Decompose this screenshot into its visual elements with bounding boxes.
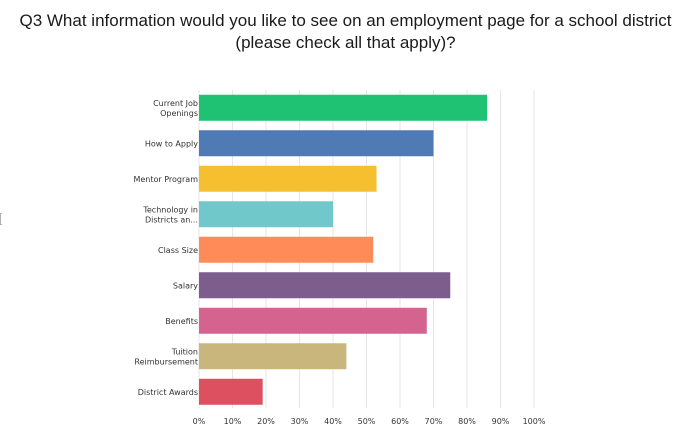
x-tick-label-80: 80% — [458, 417, 476, 426]
category-label-7: Benefits — [165, 317, 198, 326]
x-tick-label-90: 90% — [492, 417, 510, 426]
chart-title: Q3 What information would you like to se… — [0, 10, 691, 54]
category-labels: Current Job Openings How to Apply Mentor Pr… — [133, 99, 198, 397]
bar-2[interactable] — [199, 130, 434, 157]
x-axis-ticks: 0% 10% 20% 30% 40% 50% 60% 70% 80% 90% 100% — [193, 417, 546, 426]
category-label-8: Tuition Reimbursement — [134, 347, 198, 366]
x-tick-label-50: 50% — [358, 417, 376, 426]
bar-6[interactable] — [199, 272, 451, 299]
bar-8[interactable] — [199, 343, 347, 370]
category-label-4: Technology in Districts an... — [142, 205, 198, 224]
bar-7[interactable] — [199, 307, 427, 334]
chart-bars — [199, 94, 488, 405]
x-tick-label-60: 60% — [391, 417, 409, 426]
x-tick-label-100: 100% — [523, 417, 546, 426]
category-label-6: Salary — [173, 281, 198, 290]
category-label-2: How to Apply — [145, 139, 198, 148]
category-label-3: Mentor Program — [133, 175, 198, 184]
bar-1[interactable] — [199, 94, 488, 121]
bar-4[interactable] — [199, 201, 333, 228]
chart-title-line-1: Q3 What information would you like to se… — [19, 11, 672, 30]
bar-5[interactable] — [199, 236, 374, 263]
x-tick-label-40: 40% — [324, 417, 342, 426]
category-label-1: Current Job Openings — [153, 99, 198, 118]
category-label-9: District Awards — [138, 388, 198, 397]
chart-title-line-2: (please check all that apply)? — [235, 33, 456, 52]
x-tick-label-30: 30% — [291, 417, 309, 426]
x-tick-label-20: 20% — [257, 417, 275, 426]
x-tick-label-10: 10% — [224, 417, 242, 426]
bar-3[interactable] — [199, 165, 377, 192]
x-tick-label-70: 70% — [425, 417, 443, 426]
x-tick-label-0: 0% — [193, 417, 206, 426]
edge-bracket-mark — [0, 213, 2, 225]
bar-9[interactable] — [199, 378, 263, 405]
category-label-5: Class Size — [158, 246, 198, 255]
